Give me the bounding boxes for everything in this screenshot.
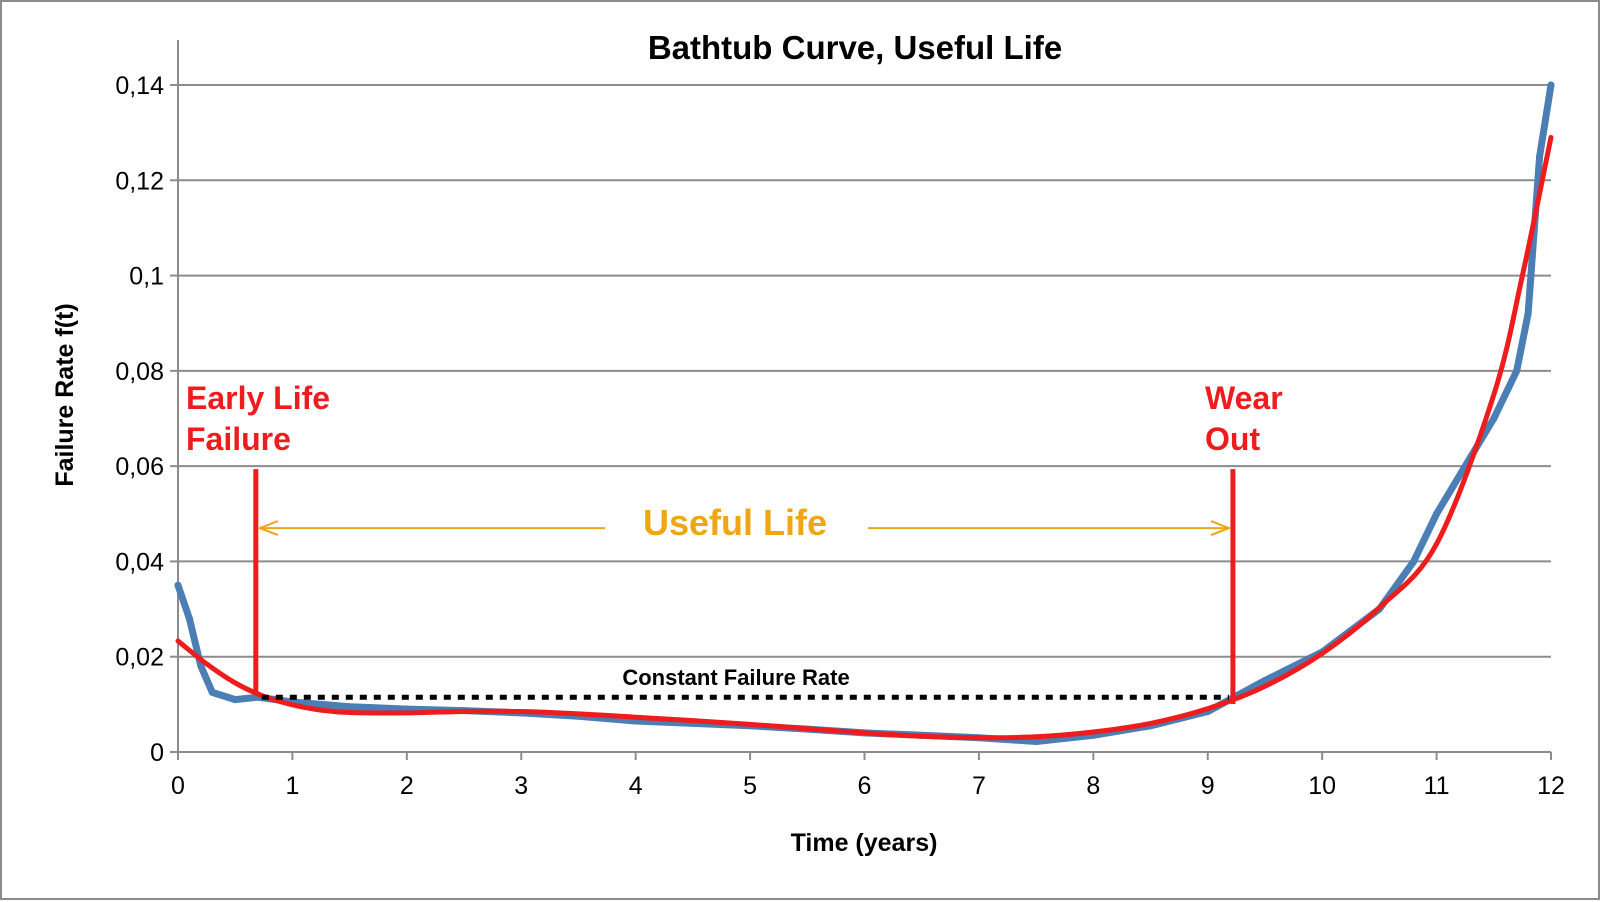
y-tick-label: 0,08 — [115, 358, 164, 386]
x-tick-label: 12 — [1537, 772, 1565, 800]
x-axis-title: Time (years) — [791, 829, 938, 857]
early-life-label-line2: Failure — [186, 421, 291, 457]
y-tick-label: 0,14 — [115, 72, 164, 100]
y-axis-title: Failure Rate f(t) — [51, 303, 79, 486]
x-tick-label: 3 — [514, 772, 528, 800]
x-tick-label: 7 — [972, 772, 986, 800]
x-tick-label: 5 — [743, 772, 757, 800]
series-fit-curve — [175, 134, 1554, 741]
data-point — [1490, 415, 1498, 422]
gridlines — [178, 84, 1551, 658]
data-point — [185, 615, 193, 623]
x-tick-label: 9 — [1201, 772, 1215, 800]
data-point — [1524, 310, 1532, 318]
y-tick-label: 0 — [150, 739, 164, 767]
x-tick-label: 2 — [400, 772, 414, 800]
y-tick-label: 0,02 — [115, 644, 164, 672]
data-point — [346, 703, 354, 711]
data-point — [1032, 738, 1040, 746]
wear-out-label-line1: Wear — [1205, 380, 1283, 416]
x-tick-label: 8 — [1086, 772, 1100, 800]
data-point — [231, 696, 239, 704]
data-point — [1536, 152, 1544, 160]
data-point — [174, 581, 182, 589]
y-tick-label: 0,06 — [115, 453, 164, 481]
data-point — [1410, 557, 1418, 565]
useful-life-label: Useful Life — [643, 502, 827, 543]
chart-title: Bathtub Curve, Useful Life — [648, 29, 1062, 66]
x-tick-label: 6 — [858, 772, 872, 800]
data-point — [1547, 81, 1555, 89]
x-tick-label: 10 — [1308, 772, 1336, 800]
x-tick-label: 1 — [285, 772, 299, 800]
early-life-label-line1: Early Life — [186, 380, 330, 416]
y-tick-label: 0,12 — [115, 167, 164, 195]
series-data-line — [174, 81, 1555, 745]
series-layer — [174, 81, 1555, 746]
data-point — [1513, 367, 1521, 375]
x-tick-label: 0 — [171, 772, 185, 800]
annotations — [253, 469, 1236, 704]
wear-out-label-line2: Out — [1205, 421, 1260, 457]
tick-labels: 00,020,040,060,080,10,120,140 1 2 3 4 5 6 7 8 9 10… — [115, 72, 1565, 800]
data-point — [1261, 677, 1269, 685]
x-tick-label: 4 — [629, 772, 643, 800]
data-point — [1433, 510, 1441, 518]
data-point — [208, 688, 216, 696]
x-tick-label: 11 — [1424, 772, 1450, 800]
axes — [170, 40, 1552, 760]
constant-failure-rate-label: Constant Failure Rate — [622, 665, 849, 690]
y-tick-label: 0,04 — [115, 548, 164, 576]
data-point — [197, 662, 205, 670]
y-tick-label: 0,1 — [129, 263, 164, 291]
